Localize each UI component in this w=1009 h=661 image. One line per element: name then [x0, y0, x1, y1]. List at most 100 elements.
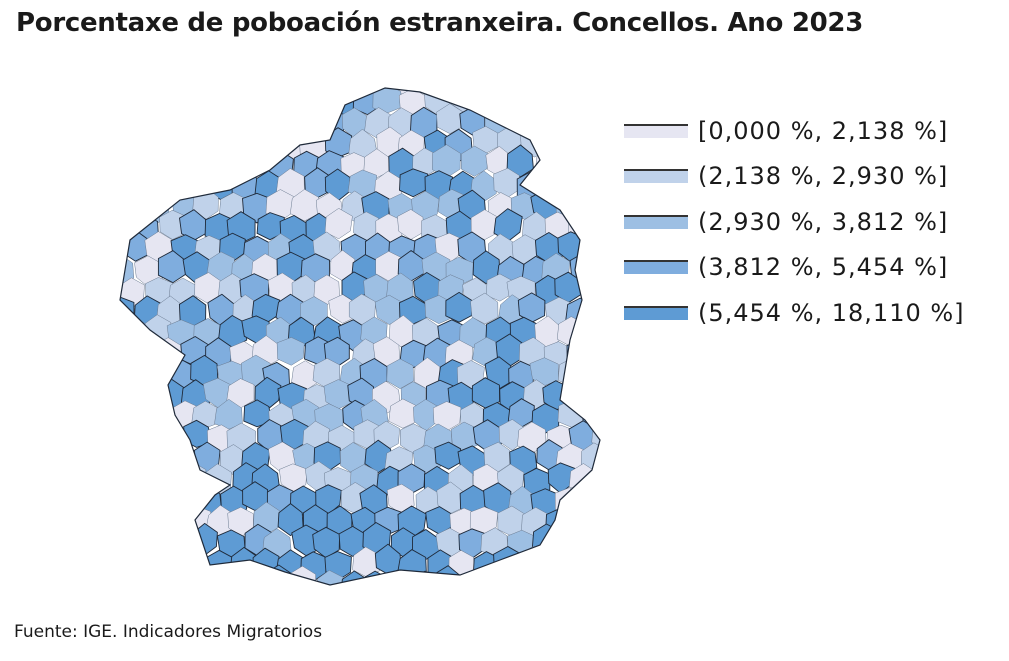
source-note: Fuente: IGE. Indicadores Migratorios	[14, 622, 323, 642]
municipality-area	[590, 250, 600, 282]
municipality-area	[120, 168, 133, 200]
municipality-area	[460, 88, 490, 94]
municipality-area	[592, 339, 600, 372]
municipality-area	[166, 443, 195, 476]
municipality-area	[120, 399, 124, 432]
municipality-area	[122, 399, 151, 431]
municipality-area	[129, 88, 159, 120]
municipality-area	[256, 212, 285, 241]
municipality-area	[411, 570, 438, 585]
municipality-area	[131, 551, 161, 583]
municipality-area	[581, 191, 600, 222]
legend-item: (2,930 %, 3,812 %]	[624, 199, 965, 245]
municipality-area	[529, 568, 559, 585]
municipality-area	[436, 88, 465, 96]
municipality-area	[242, 88, 270, 93]
municipality-area	[474, 88, 503, 117]
municipality-area	[143, 445, 173, 477]
municipality-area	[569, 380, 597, 412]
municipality-area	[156, 421, 183, 451]
municipality-area	[257, 126, 284, 157]
municipality-area	[120, 549, 136, 579]
municipality-area	[120, 504, 139, 533]
municipality-area	[591, 130, 600, 159]
municipality-area	[173, 107, 200, 140]
municipality-area	[120, 465, 134, 496]
municipality-area	[229, 131, 258, 161]
municipality-area	[543, 548, 573, 579]
municipality-area	[472, 250, 501, 285]
municipality-area	[399, 168, 429, 198]
municipality-area	[120, 278, 124, 309]
municipality-area	[255, 88, 282, 119]
municipality-area	[556, 108, 585, 141]
municipality-area	[120, 296, 135, 327]
municipality-area	[121, 88, 149, 98]
municipality-area	[290, 189, 320, 222]
municipality-area	[570, 88, 600, 115]
municipality-area	[192, 88, 222, 95]
municipality-area	[217, 567, 247, 585]
municipality-area	[135, 167, 163, 199]
municipality-area	[227, 89, 255, 118]
legend-label: (5,454 %, 18,110 %]	[698, 298, 965, 327]
municipality-area	[165, 147, 194, 177]
municipality-area	[582, 358, 600, 389]
municipality-area	[545, 88, 574, 120]
municipality-area	[159, 167, 187, 200]
municipality-area	[159, 88, 186, 117]
municipality-area	[579, 317, 600, 348]
municipality-area	[364, 439, 393, 474]
legend-label: (2,930 %, 3,812 %]	[698, 207, 949, 236]
municipality-area	[154, 503, 182, 536]
municipality-area	[532, 88, 563, 95]
municipality-area	[579, 488, 600, 518]
municipality-area	[494, 88, 522, 118]
legend-swatch	[624, 305, 688, 320]
municipality-area	[168, 88, 198, 98]
legend-item: (3,812 %, 5,454 %]	[624, 245, 965, 291]
municipality-area	[120, 128, 137, 161]
municipality-area	[182, 130, 210, 160]
municipality-area	[486, 564, 513, 585]
municipality-area	[595, 169, 600, 200]
municipality-area	[543, 172, 572, 205]
municipality-area	[545, 508, 575, 538]
legend-label: (3,812 %, 5,454 %]	[698, 253, 949, 282]
municipality-area	[147, 486, 175, 516]
municipality-area	[580, 88, 600, 94]
municipality-area	[133, 504, 162, 532]
municipality-area	[120, 232, 124, 265]
municipality-area	[131, 381, 159, 412]
municipality-area	[120, 421, 140, 450]
municipality-area	[317, 570, 344, 585]
municipality-area	[556, 524, 582, 556]
municipality-area	[204, 126, 234, 159]
municipality-area	[146, 528, 174, 561]
municipality-area	[287, 107, 318, 141]
municipality-area	[217, 106, 247, 134]
legend: [0,000 %, 2,138 %] (2,138 %, 2,930 %] (2,9…	[624, 108, 965, 336]
municipality-area	[120, 525, 126, 556]
municipality-area	[292, 88, 321, 95]
municipality-area	[135, 464, 162, 497]
municipality-area	[129, 340, 157, 371]
municipality-area	[143, 399, 173, 432]
municipality-area	[534, 149, 563, 178]
municipality-area	[594, 294, 600, 328]
municipality-area	[121, 485, 150, 517]
municipality-area	[317, 88, 346, 92]
map-title: Porcentaxe de poboación estranxeira. Con…	[16, 8, 863, 38]
municipality-area	[557, 152, 586, 184]
municipality-area	[386, 358, 414, 389]
municipality-area	[580, 275, 600, 308]
municipality-area	[566, 547, 596, 582]
municipality-area	[120, 106, 123, 138]
municipality-area	[462, 568, 490, 585]
municipality-area	[120, 88, 134, 115]
municipality-area	[120, 316, 123, 348]
municipality-area	[195, 570, 222, 585]
municipality-area	[171, 565, 200, 585]
municipality-area	[195, 148, 222, 178]
